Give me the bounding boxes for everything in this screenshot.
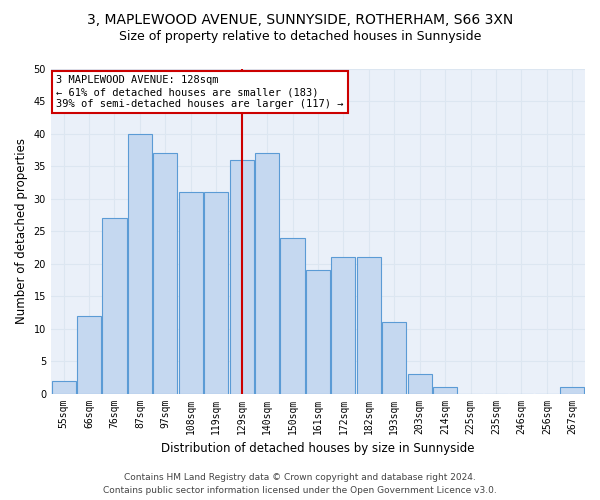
Y-axis label: Number of detached properties: Number of detached properties — [15, 138, 28, 324]
Bar — [255, 154, 279, 394]
Bar — [179, 192, 203, 394]
Text: 3 MAPLEWOOD AVENUE: 128sqm
← 61% of detached houses are smaller (183)
39% of sem: 3 MAPLEWOOD AVENUE: 128sqm ← 61% of deta… — [56, 76, 344, 108]
Text: 3, MAPLEWOOD AVENUE, SUNNYSIDE, ROTHERHAM, S66 3XN: 3, MAPLEWOOD AVENUE, SUNNYSIDE, ROTHERHA… — [87, 12, 513, 26]
Bar — [306, 270, 330, 394]
Bar — [77, 316, 101, 394]
Bar — [230, 160, 254, 394]
Bar — [52, 380, 76, 394]
Text: Size of property relative to detached houses in Sunnyside: Size of property relative to detached ho… — [119, 30, 481, 43]
Bar — [433, 387, 457, 394]
Bar — [382, 322, 406, 394]
Text: Contains HM Land Registry data © Crown copyright and database right 2024.
Contai: Contains HM Land Registry data © Crown c… — [103, 474, 497, 495]
Bar — [407, 374, 432, 394]
Bar — [103, 218, 127, 394]
Bar — [331, 257, 355, 394]
X-axis label: Distribution of detached houses by size in Sunnyside: Distribution of detached houses by size … — [161, 442, 475, 455]
Bar — [128, 134, 152, 394]
Bar — [357, 257, 381, 394]
Bar — [153, 154, 178, 394]
Bar — [204, 192, 229, 394]
Bar — [560, 387, 584, 394]
Bar — [280, 238, 305, 394]
